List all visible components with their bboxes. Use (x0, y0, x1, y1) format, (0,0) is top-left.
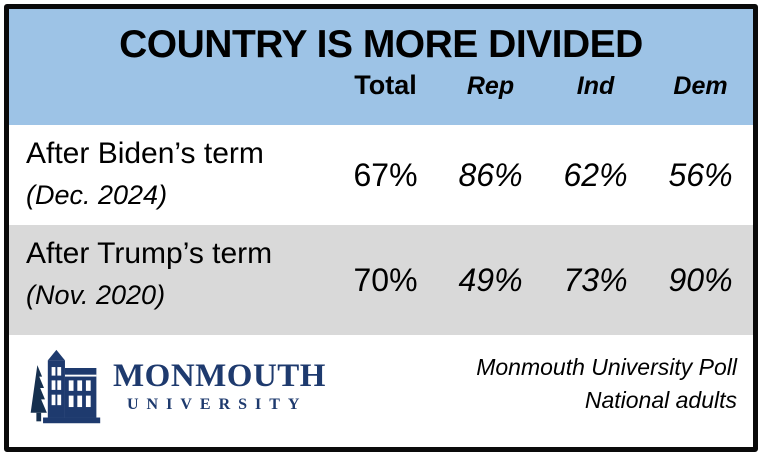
row-label-trump: After Trump’s term (Nov. 2020) (9, 225, 333, 335)
footer: MONMOUTH UNIVERSITY Monmouth University … (9, 335, 753, 447)
source-attribution: Monmouth University Poll National adults (476, 351, 737, 425)
chart-title: COUNTRY IS MORE DIVIDED (119, 23, 643, 66)
tree-icon (30, 365, 47, 422)
row-sublabel-text: (Dec. 2024) (26, 180, 168, 210)
poll-card: COUNTRY IS MORE DIVIDED Total Rep Ind De… (4, 4, 758, 452)
value-biden-total: 67% (353, 156, 418, 193)
column-header-ind: Ind (576, 72, 615, 100)
value-biden-rep: 86% (458, 156, 523, 193)
header-band: COUNTRY IS MORE DIVIDED Total Rep Ind De… (9, 9, 753, 125)
value-trump-rep: 49% (458, 261, 523, 298)
row-label-text: After Trump’s term (26, 237, 273, 270)
table-row-trump: After Trump’s term (Nov. 2020) 70% 49% 7… (9, 225, 753, 335)
logo-wordmark: MONMOUTH UNIVERSITY (113, 359, 326, 418)
value-biden-dem: 56% (668, 156, 733, 193)
column-header-dem: Dem (673, 72, 728, 100)
row-label-text: After Biden’s term (26, 137, 264, 170)
source-line-1: Monmouth University Poll (476, 354, 737, 380)
monmouth-building-icon (30, 349, 101, 424)
logo-university-text: UNIVERSITY (127, 395, 308, 413)
value-trump-dem: 90% (668, 261, 733, 298)
column-header-total: Total (354, 70, 417, 100)
row-sublabel-text: (Nov. 2020) (26, 280, 166, 310)
column-header-row: Total Rep Ind Dem (9, 70, 753, 101)
column-header-rep: Rep (466, 72, 515, 100)
logo-monmouth-text: MONMOUTH (113, 357, 326, 394)
table-row-biden: After Biden’s term (Dec. 2024) 67% 86% 6… (9, 125, 753, 225)
monmouth-university-logo: MONMOUTH UNIVERSITY (27, 348, 326, 428)
value-trump-total: 70% (353, 261, 418, 298)
source-line-2: National adults (584, 387, 737, 413)
row-label-biden: After Biden’s term (Dec. 2024) (9, 125, 333, 225)
value-biden-ind: 62% (563, 156, 628, 193)
value-trump-ind: 73% (563, 261, 628, 298)
